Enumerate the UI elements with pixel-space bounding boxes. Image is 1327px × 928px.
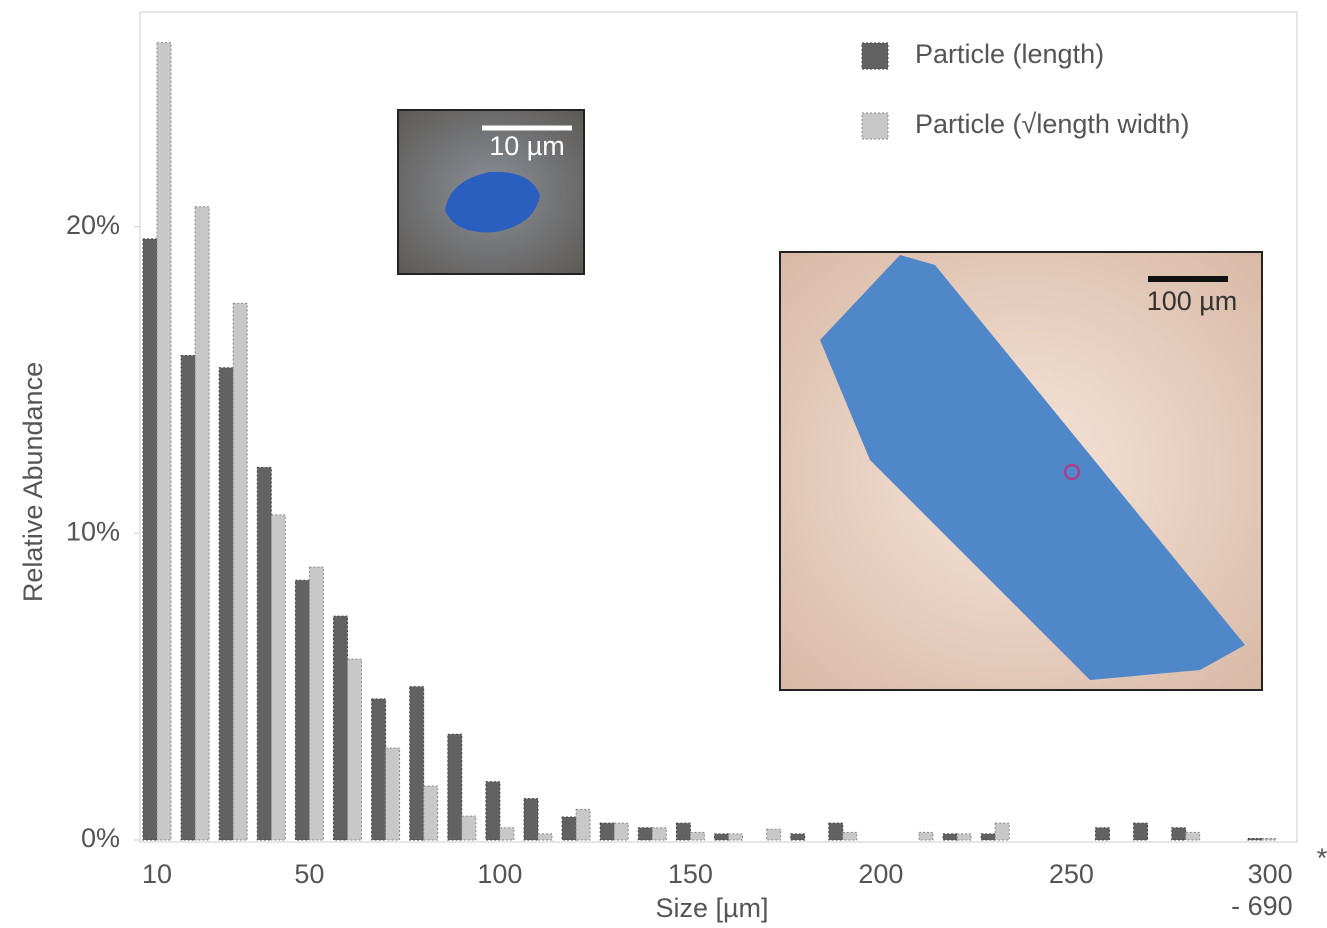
legend-swatch xyxy=(862,43,888,69)
bar xyxy=(157,43,171,840)
y-tick-label: 20% xyxy=(66,210,120,240)
bar xyxy=(386,748,400,840)
bar xyxy=(410,687,424,840)
bar xyxy=(271,515,285,840)
bar xyxy=(981,834,995,840)
y-tick-label: 10% xyxy=(66,516,120,546)
x-tick-label: 150 xyxy=(668,858,713,890)
bar xyxy=(295,580,309,840)
bar xyxy=(462,816,476,840)
bar xyxy=(372,699,386,840)
chart: 10 µm 100 µm Relative Abundance Size [µm… xyxy=(0,0,1327,928)
bar xyxy=(676,823,690,840)
bar xyxy=(348,659,362,840)
bar xyxy=(729,834,743,840)
bar xyxy=(943,834,957,840)
bar xyxy=(791,834,805,840)
bar xyxy=(309,567,323,840)
y-tick-label: 0% xyxy=(81,823,120,853)
bar xyxy=(1248,838,1262,840)
page: 10 µm 100 µm Relative Abundance Size [µm… xyxy=(0,0,1327,928)
bar xyxy=(1096,828,1110,840)
bar xyxy=(143,239,157,840)
bar xyxy=(715,834,729,840)
bar xyxy=(638,828,652,840)
bar xyxy=(334,616,348,840)
bar xyxy=(195,207,209,840)
bar xyxy=(1172,828,1186,840)
inset-large: 100 µm xyxy=(780,252,1262,690)
x-tick-label: 10 xyxy=(142,858,172,890)
bar xyxy=(843,832,857,840)
bar xyxy=(829,823,843,840)
x-axis-label: Size [µm] xyxy=(655,893,768,923)
bar xyxy=(448,734,462,840)
scale-label: 100 µm xyxy=(1147,286,1238,316)
annotation: * xyxy=(1317,843,1327,873)
bar xyxy=(233,303,247,840)
bar xyxy=(614,823,628,840)
scale-label: 10 µm xyxy=(489,131,565,161)
x-tick-label: 200 xyxy=(858,858,903,890)
bar xyxy=(424,786,438,840)
bar xyxy=(562,817,576,840)
x-tick-label: 300 - 690 xyxy=(1231,858,1293,922)
legend-label: Particle (√length width) xyxy=(915,109,1189,139)
bar xyxy=(486,782,500,840)
legend-swatch xyxy=(862,113,888,139)
bar xyxy=(219,368,233,840)
bar xyxy=(181,355,195,840)
inset-small: 10 µm xyxy=(398,110,584,274)
bar xyxy=(957,834,971,840)
x-tick-label: 250 xyxy=(1049,858,1094,890)
y-axis-label: Relative Abundance xyxy=(18,362,48,602)
bar xyxy=(767,829,781,840)
bar xyxy=(257,467,271,840)
bar xyxy=(919,832,933,840)
bar xyxy=(576,809,590,840)
bar xyxy=(995,823,1009,840)
bar xyxy=(1186,832,1200,840)
bar xyxy=(1134,823,1148,840)
bar xyxy=(538,834,552,840)
x-tick-label: 50 xyxy=(294,858,324,890)
bar xyxy=(690,832,704,840)
bar xyxy=(524,799,538,840)
bar xyxy=(1262,838,1276,840)
legend-label: Particle (length) xyxy=(915,39,1104,69)
bar xyxy=(500,828,514,840)
bar xyxy=(600,823,614,840)
x-tick-label: 100 xyxy=(477,858,522,890)
bar xyxy=(652,828,666,840)
